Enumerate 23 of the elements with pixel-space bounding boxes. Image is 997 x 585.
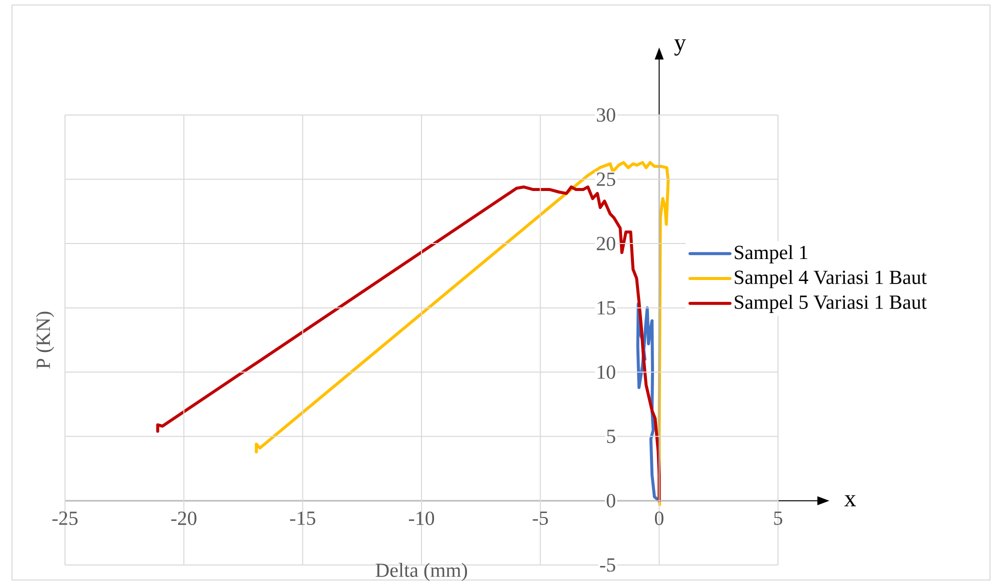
legend-label: Sampel 4 Variasi 1 Baut [734,270,927,288]
y-tick-label: 5 [607,430,616,444]
legend-label: Sampel 5 Variasi 1 Baut [734,294,927,314]
x-tick-label: -10 [408,512,434,526]
y-tick-label: 20 [596,236,616,250]
x-tick-label: -15 [290,512,316,525]
text: y [674,39,686,56]
y-tick-label: 10 [598,365,616,379]
x-tick-label: 0 [654,512,664,526]
y-tick-label: 25 [596,172,616,186]
text: x [844,495,856,506]
y-axis-title: P (KN) [36,312,54,369]
y-tick-label: 30 [596,108,616,122]
line-series [254,161,670,506]
x-axis-title: Delta (mm) [376,562,468,582]
y-tick-label: 0 [606,494,616,508]
x-tick-label: -20 [171,512,196,526]
x-tick-label: -25 [52,512,78,526]
x-tick-label: -5 [532,512,548,525]
x-tick-label: 5 [774,512,782,525]
legend-label: Sampel 1 [734,245,808,264]
y-tick-label: -5 [600,558,616,572]
y-tick-label: 15 [598,301,616,315]
